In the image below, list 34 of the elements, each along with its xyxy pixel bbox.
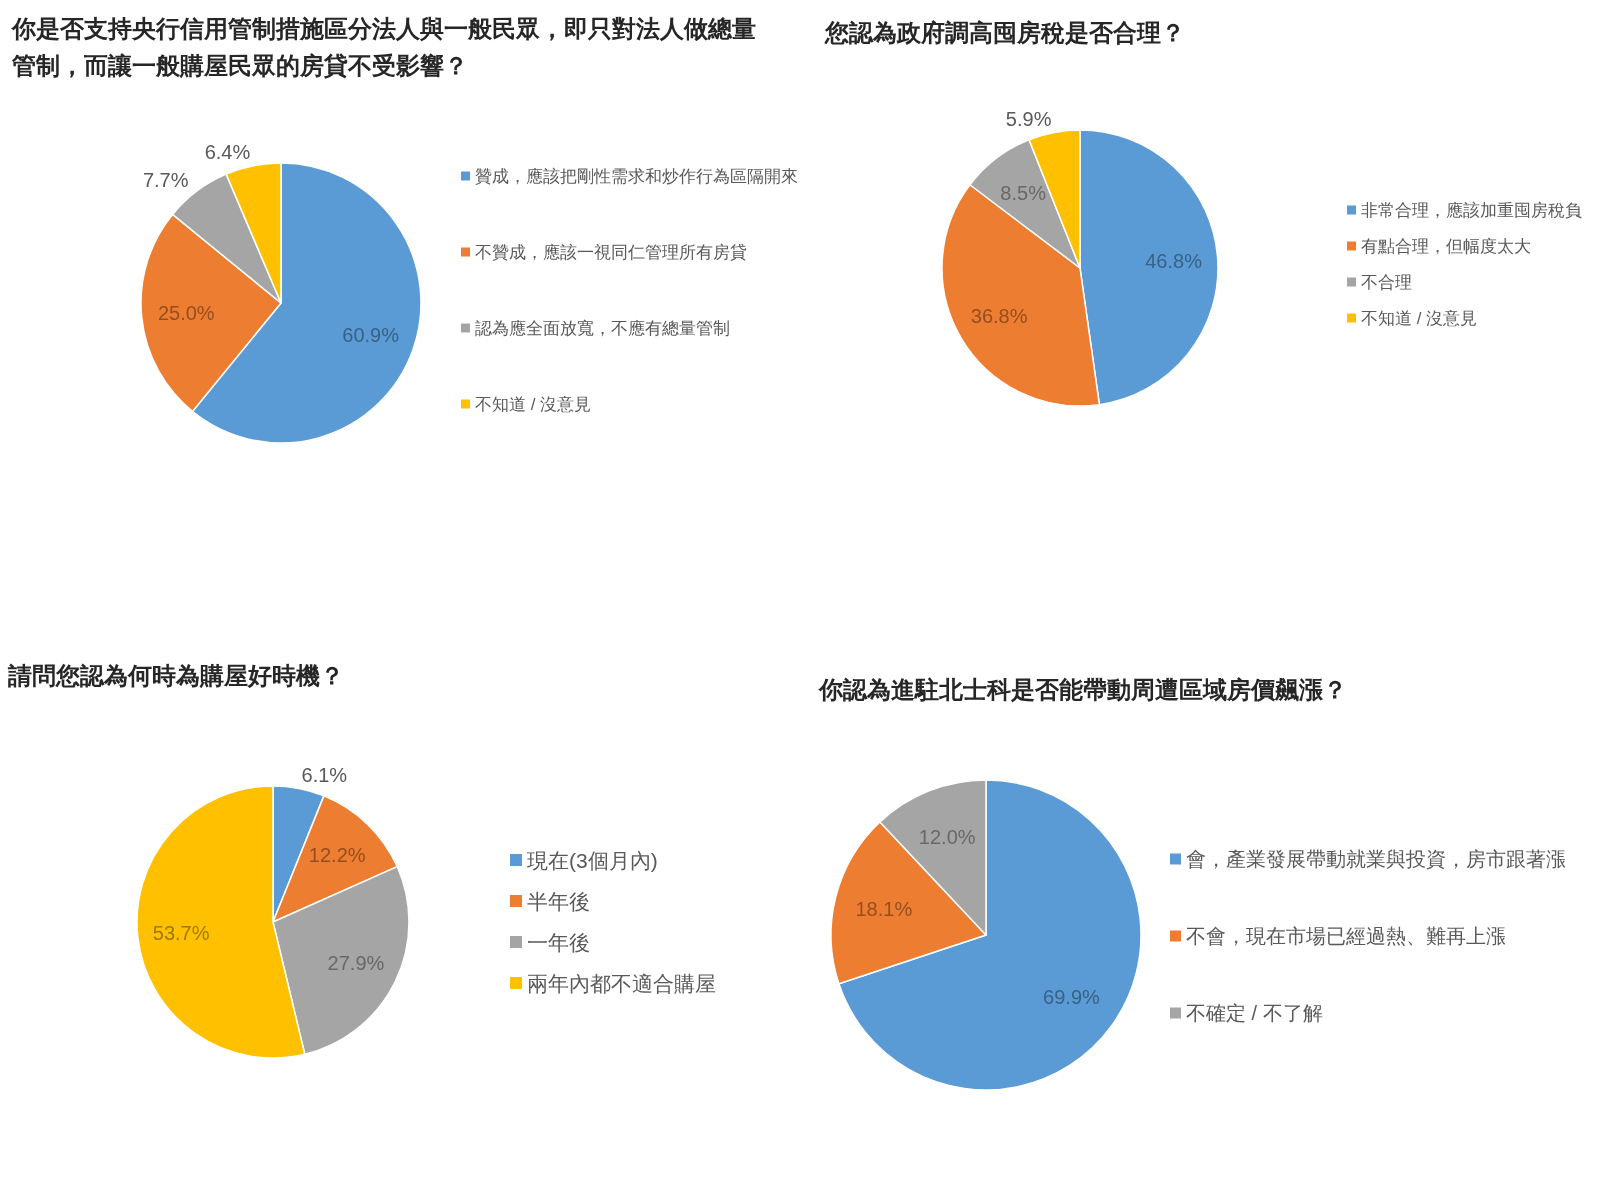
legend-label: 一年後 <box>527 930 590 954</box>
data-label: 5.9% <box>1005 107 1052 130</box>
chart-title: 你是否支持央行信用管制措施區分法人與一般民眾，即只對法人做總量管制，而讓一般購屋民眾的房貸不受影響？ <box>11 15 756 80</box>
legend-label: 不合理 <box>1361 272 1412 292</box>
data-label: 7.7% <box>142 168 189 191</box>
chart-title: 請問您認為何時為購屋好時機？ <box>7 662 344 689</box>
legend-label: 半年後 <box>527 889 590 913</box>
legend-label: 有點合理，但幅度太大 <box>1361 236 1531 256</box>
data-label: 18.1% <box>855 898 913 921</box>
data-label: 12.2% <box>308 844 366 867</box>
legend-label: 不贊成，應該一視同仁管理所有房貸 <box>475 242 747 262</box>
data-label: 53.7% <box>152 921 210 944</box>
data-label: 60.9% <box>342 323 400 346</box>
legend-label: 現在(3個月內) <box>527 848 658 872</box>
chart-title: 你認為進駐北士科是否能帶動周遭區域房價飆漲？ <box>818 676 1347 703</box>
legend-label: 不知道 / 沒意見 <box>475 394 592 414</box>
data-label: 6.4% <box>204 141 251 164</box>
legend-label: 不知道 / 沒意見 <box>1361 308 1478 328</box>
legend-label: 不確定 / 不了解 <box>1186 1002 1323 1024</box>
data-label: 12.0% <box>918 826 976 848</box>
legend-label: 非常合理，應該加重囤房稅負 <box>1361 200 1582 220</box>
data-label: 46.8% <box>1145 250 1203 273</box>
legend-label: 會，產業發展帶動就業與投資，房市跟著漲 <box>1186 848 1566 870</box>
chart-title: 您認為政府調高囤房稅是否合理？ <box>824 19 1185 46</box>
data-label: 36.8% <box>970 304 1028 327</box>
data-label: 27.9% <box>327 951 385 974</box>
legend-label: 贊成，應該把剛性需求和炒作行為區隔開來 <box>475 166 798 186</box>
legend-label: 不會，現在市場已經過熱、難再上漲 <box>1186 925 1506 947</box>
data-label: 69.9% <box>1043 985 1101 1008</box>
data-label: 25.0% <box>157 301 215 324</box>
legend-label: 認為應全面放寬，不應有總量管制 <box>475 318 730 338</box>
legend-label: 兩年內都不適合購屋 <box>527 971 716 995</box>
data-label: 8.5% <box>1000 182 1047 205</box>
data-label: 6.1% <box>301 764 348 787</box>
